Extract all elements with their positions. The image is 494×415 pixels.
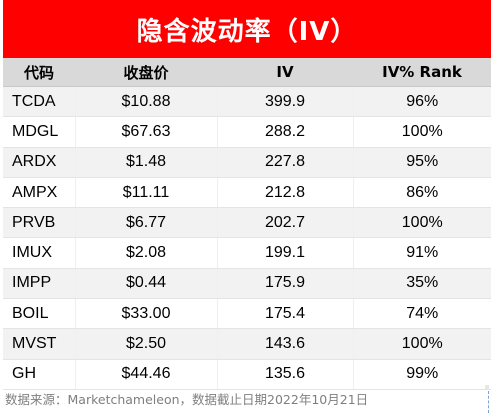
iv-cell[interactable]: 199.1 (217, 237, 354, 269)
table-row: IMPP $0.44 175.9 35% (3, 268, 491, 300)
ticker-cell[interactable]: TCDA (3, 86, 76, 118)
iv-cell[interactable]: 175.4 (217, 298, 354, 330)
close-cell[interactable]: $44.46 (75, 359, 218, 390)
table-title: 隐含波动率（IV） (3, 0, 491, 58)
table-row: TCDA $10.88 399.9 96% (3, 86, 491, 118)
header-close: 收盘价 (75, 58, 217, 87)
rank-cell[interactable]: 74% (353, 298, 491, 330)
iv-table: 代码 收盘价 IV IV% Rank TCDA $10.88 399.9 96%… (3, 58, 491, 390)
header-ticker: 代码 (3, 58, 75, 87)
rank-cell[interactable]: 100% (353, 328, 491, 360)
rank-cell[interactable]: 100% (353, 116, 491, 148)
rank-cell[interactable]: 96% (353, 86, 491, 118)
iv-cell[interactable]: 135.6 (217, 359, 354, 390)
rank-cell[interactable]: 95% (353, 147, 491, 178)
ticker-cell[interactable]: BOIL (3, 298, 76, 330)
close-cell[interactable]: $11.11 (75, 177, 218, 209)
ticker-cell[interactable]: MVST (3, 328, 76, 360)
ticker-cell[interactable]: ARDX (3, 147, 76, 178)
rank-cell[interactable]: 35% (353, 268, 491, 300)
table-row: PRVB $6.77 202.7 100% (3, 207, 491, 239)
iv-cell[interactable]: 227.8 (217, 147, 354, 178)
page-break-marker (488, 391, 491, 413)
rank-cell[interactable]: 86% (353, 177, 491, 209)
close-cell[interactable]: $67.63 (75, 116, 218, 148)
close-cell[interactable]: $2.08 (75, 237, 218, 269)
iv-cell[interactable]: 202.7 (217, 207, 354, 239)
close-cell[interactable]: $0.44 (75, 268, 218, 300)
ticker-cell[interactable]: MDGL (3, 116, 76, 148)
table-row: ARDX $1.48 227.8 95% (3, 147, 491, 178)
table-row: MVST $2.50 143.6 100% (3, 328, 491, 360)
ticker-cell[interactable]: AMPX (3, 177, 76, 209)
close-cell[interactable]: $1.48 (75, 147, 218, 178)
ticker-cell[interactable]: PRVB (3, 207, 76, 239)
table-row: AMPX $11.11 212.8 86% (3, 177, 491, 209)
iv-cell[interactable]: 288.2 (217, 116, 354, 148)
header-row: 代码 收盘价 IV IV% Rank (3, 58, 491, 87)
table-row: MDGL $67.63 288.2 100% (3, 116, 491, 148)
close-cell[interactable]: $33.00 (75, 298, 218, 330)
close-cell[interactable]: $10.88 (75, 86, 218, 118)
header-iv-rank: IV% Rank (353, 58, 491, 87)
iv-cell[interactable]: 212.8 (217, 177, 354, 209)
table-row: GH $44.46 135.6 99% (3, 359, 491, 390)
table-row: BOIL $33.00 175.4 74% (3, 298, 491, 330)
iv-cell[interactable]: 399.9 (217, 86, 354, 118)
close-cell[interactable]: $2.50 (75, 328, 218, 360)
rank-cell[interactable]: 91% (353, 237, 491, 269)
header-iv: IV (217, 58, 353, 87)
close-cell[interactable]: $6.77 (75, 207, 218, 239)
iv-cell[interactable]: 143.6 (217, 328, 354, 360)
source-footnote: 数据来源：Marketchameleon，数据截止日期2022年10月21日 (5, 392, 369, 407)
rank-cell[interactable]: 100% (353, 207, 491, 239)
ticker-cell[interactable]: IMUX (3, 237, 76, 269)
iv-cell[interactable]: 175.9 (217, 268, 354, 300)
ticker-cell[interactable]: GH (3, 359, 76, 390)
ticker-cell[interactable]: IMPP (3, 268, 76, 300)
rank-cell[interactable]: 99% (353, 359, 491, 390)
table-row: IMUX $2.08 199.1 91% (3, 237, 491, 269)
fill-handle[interactable] (485, 385, 489, 389)
